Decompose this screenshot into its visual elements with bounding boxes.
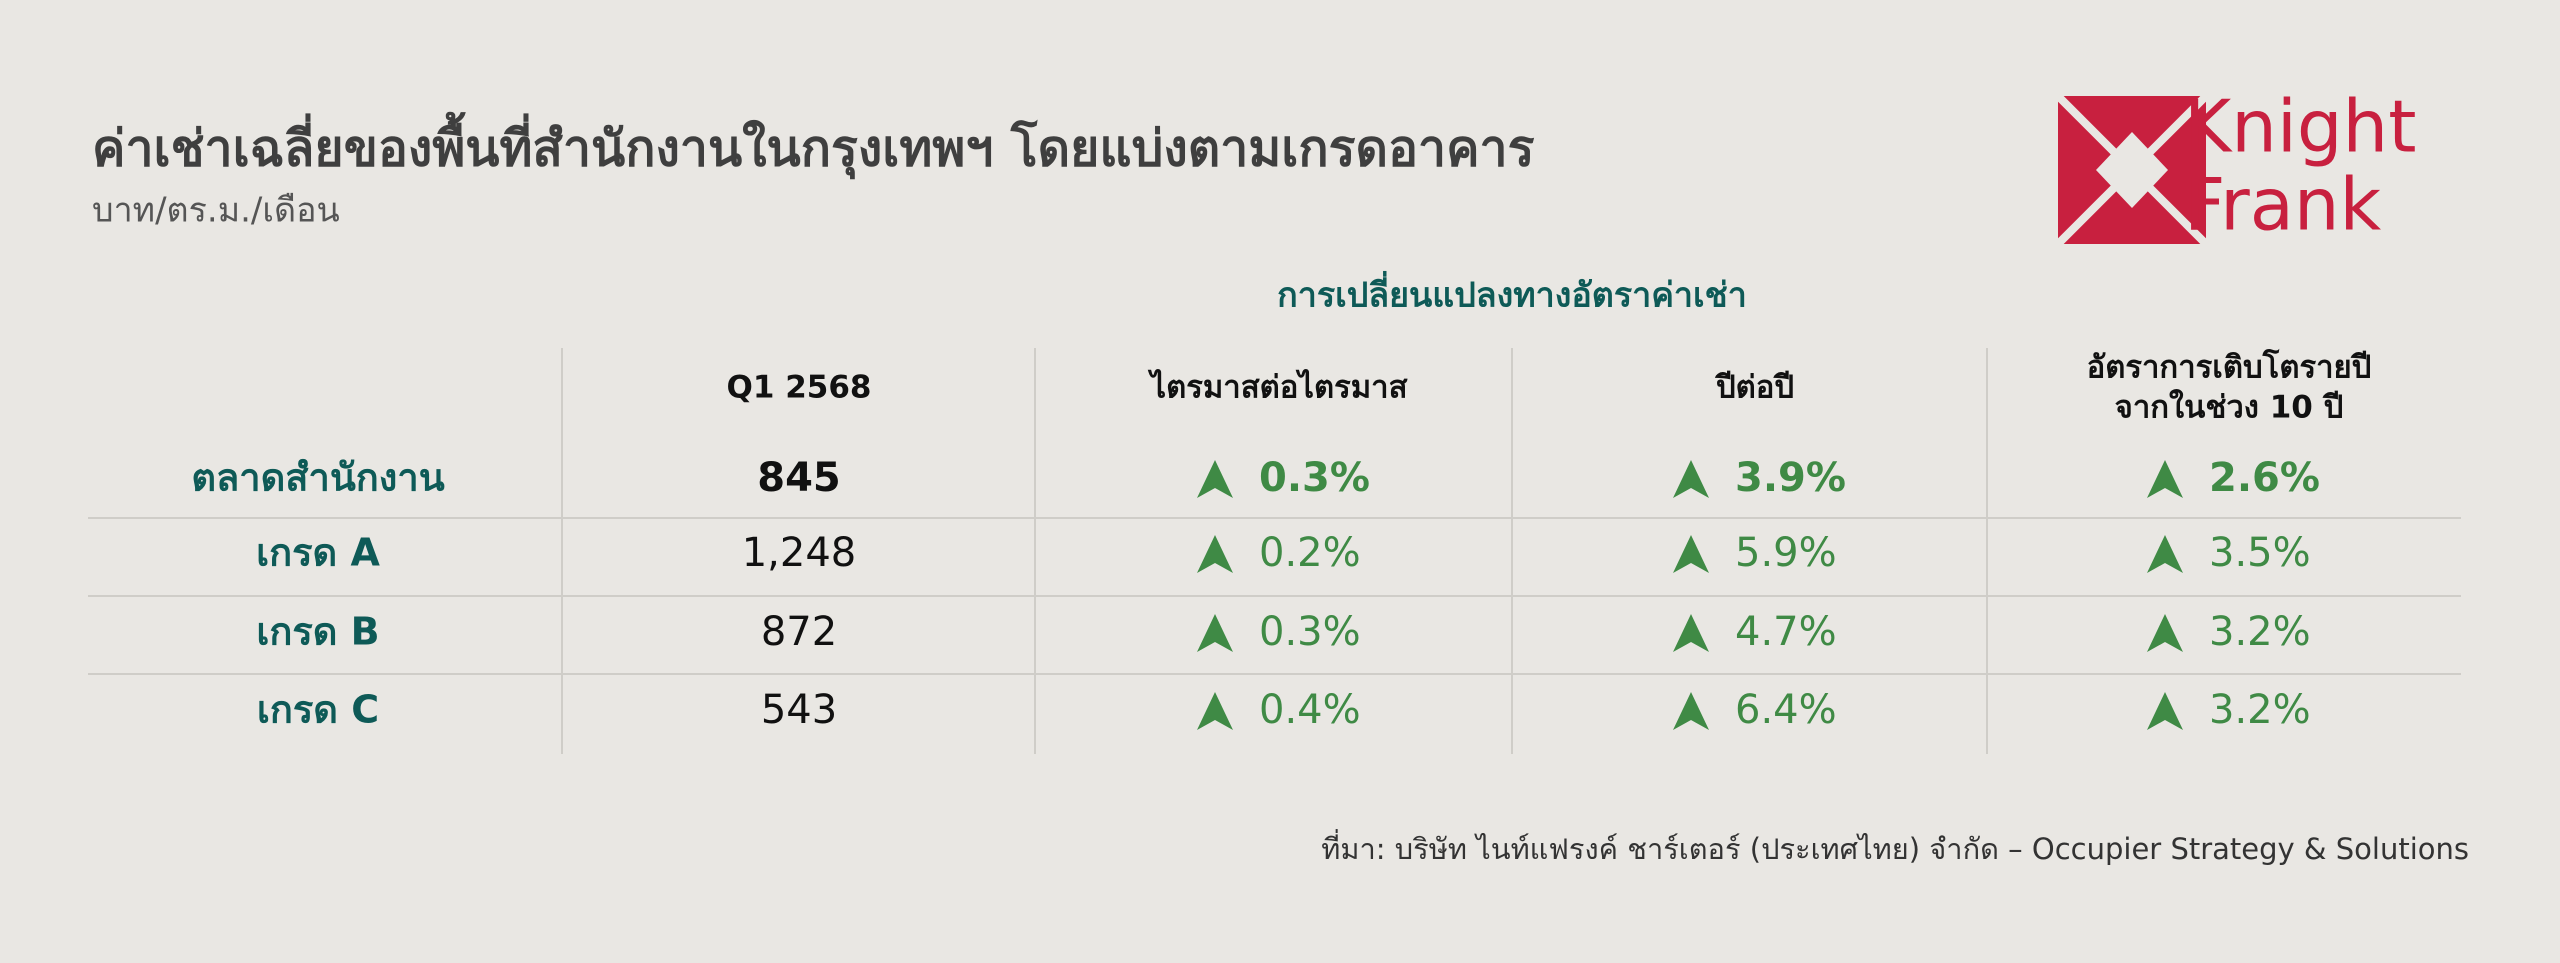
cell-value: 1,248	[742, 530, 857, 576]
up-arrow	[1673, 535, 1709, 573]
up-arrow	[2147, 535, 2183, 573]
subtitle: บาท/ตร.ม./เดือน	[92, 191, 340, 231]
row-label: เกรด C	[257, 688, 379, 732]
cell-value: 2.6%	[2209, 455, 2320, 501]
column-header: ปีต่อปี	[1715, 370, 1794, 406]
up-arrow	[1197, 535, 1233, 573]
cell-value: 6.4%	[1735, 687, 1837, 733]
column-header: จากในช่วง 10 ปี	[2115, 389, 2344, 426]
cell-value: 0.2%	[1259, 530, 1361, 576]
up-arrow	[2147, 614, 2183, 652]
cell-value: 3.5%	[2209, 530, 2311, 576]
cell-value: 5.9%	[1735, 530, 1837, 576]
logo-diagonal	[2055, 93, 2209, 247]
cell-value: 3.9%	[1735, 455, 1846, 501]
row-label: ตลาดสำนักงาน	[191, 456, 444, 500]
cell-value: 845	[757, 455, 841, 501]
cell-value: 0.3%	[1259, 609, 1361, 655]
up-arrow	[1197, 692, 1233, 730]
cell-value: 0.3%	[1259, 455, 1370, 501]
column-header: ไตรมาสต่อไตรมาส	[1147, 369, 1407, 406]
up-arrow	[1673, 692, 1709, 730]
up-arrow	[1673, 460, 1709, 498]
source: ที่มา: บริษัท ไนท์แฟรงค์ ชาร์เตอร์ (ประเ…	[1321, 829, 2469, 866]
cell-value: 3.2%	[2209, 687, 2311, 733]
group-header: การเปลี่ยนแปลงทางอัตราค่าเช่า	[1277, 271, 1747, 316]
up-arrow	[2147, 460, 2183, 498]
logo-text: Frank	[2184, 163, 2382, 247]
cell-value: 543	[761, 687, 837, 733]
up-arrow	[2147, 692, 2183, 730]
up-arrow	[1673, 614, 1709, 652]
cell-value: 872	[761, 609, 837, 655]
column-header: อัตราการเติบโตรายปี	[2087, 349, 2372, 386]
up-arrow	[1197, 460, 1233, 498]
column-header: Q1 2568	[727, 370, 872, 406]
cell-value: 3.2%	[2209, 609, 2311, 655]
cell-value: 0.4%	[1259, 687, 1361, 733]
row-label: เกรด B	[256, 610, 379, 654]
title: ค่าเช่าเฉลี่ยของพื้นที่สำนักงานในกรุงเทพ…	[92, 112, 1535, 180]
cell-value: 4.7%	[1735, 609, 1837, 655]
logo-text: Knight	[2184, 85, 2416, 169]
logo: Knight Frank	[2055, 85, 2416, 247]
row-label: เกรด A	[256, 531, 380, 575]
up-arrow	[1197, 614, 1233, 652]
